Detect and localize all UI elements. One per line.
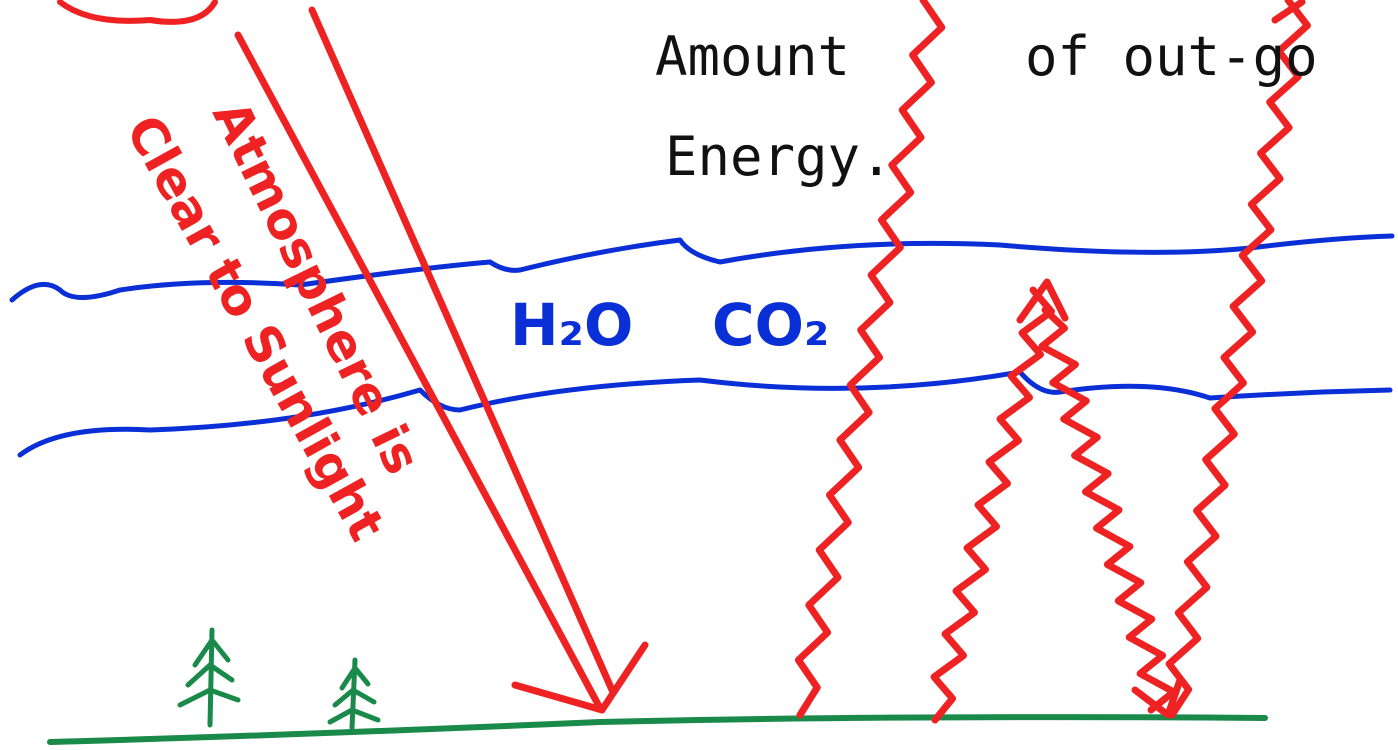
label-energy: Energy. [665, 125, 893, 188]
tree [180, 630, 238, 725]
tree [330, 660, 378, 728]
infrared-ray [1169, 0, 1307, 715]
gas-carbon-dioxide: CO₂ [712, 291, 829, 359]
infrared-ray [934, 290, 1052, 720]
ground [50, 717, 1265, 742]
infrared-rays [798, 0, 1307, 720]
diagram: Amount of out-go Energy. H₂O CO₂ Atmosph… [0, 0, 1398, 750]
label-outgo: of out-go [1025, 25, 1318, 88]
layer-bottom [20, 372, 1390, 455]
cloud [60, 2, 215, 22]
infrared-ray [1042, 310, 1174, 710]
label-amount: Amount [655, 25, 850, 88]
gas-water: H₂O [510, 291, 633, 359]
